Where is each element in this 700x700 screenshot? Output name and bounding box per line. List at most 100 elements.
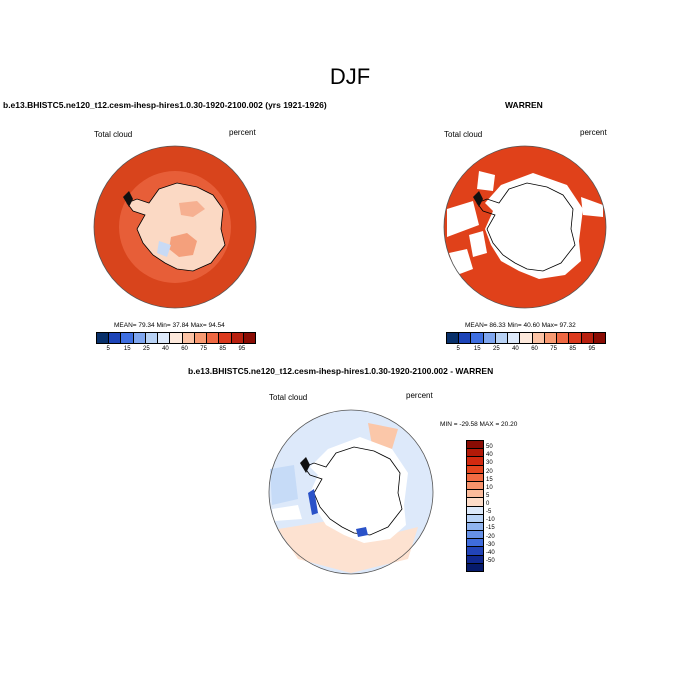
diff-colorbar-tick-label: -50 — [486, 557, 495, 564]
obs-map-border — [443, 145, 607, 309]
diff-colorbar-swatch — [467, 522, 483, 532]
diff-colorbar — [466, 440, 484, 572]
obs-colorbar-tick-label: 15 — [473, 346, 481, 352]
obs-missing-patch-west — [447, 201, 479, 237]
diff-positive-patch-north — [368, 423, 398, 449]
diff-colorbar-swatch — [467, 473, 483, 482]
model-colorbar-ticks: 5 15 25 40 60 75 85 95 — [96, 346, 254, 356]
diff-colorbar-swatch — [467, 506, 483, 515]
obs-colorbar-swatch — [447, 333, 460, 343]
diff-colorbar-swatch — [467, 555, 483, 564]
diff-colorbar-tick-label: 15 — [486, 476, 493, 483]
model-colorbar-tick-label: 25 — [143, 346, 150, 352]
obs-colorbar-tick-label: 95 — [588, 346, 596, 352]
diff-colorbar-tick-label: 0 — [486, 501, 490, 507]
diff-peninsula — [300, 457, 310, 473]
model-colorbar-tick-label: 60 — [181, 346, 188, 352]
diff-colorbar-swatch — [467, 539, 483, 548]
diff-colorbar-tick-label: 50 — [486, 444, 493, 451]
diff-colorbar-tick-label: 5 — [486, 492, 490, 499]
obs-colorbar-tick-label: 25 — [493, 346, 500, 352]
diff-colorbar-tick-label: -10 — [486, 517, 495, 524]
diff-colorbar-swatch — [467, 457, 483, 466]
diff-stats: MIN = -29.58 MAX = 20.20 — [440, 421, 518, 428]
obs-colorbar-swatch — [532, 333, 545, 343]
diff-colorbar-tick-label: 40 — [486, 452, 493, 459]
model-plateau-patch — [179, 201, 205, 217]
model-colorbar-tick-label: 85 — [219, 346, 227, 352]
model-colorbar-swatch — [121, 333, 134, 343]
model-colorbar-swatch — [170, 333, 183, 343]
obs-colorbar — [446, 332, 606, 344]
obs-colorbar-swatch — [593, 333, 606, 343]
diff-map-border — [268, 409, 434, 575]
model-colorbar-swatch — [109, 333, 122, 343]
diff-variable-label: Total cloud — [269, 393, 308, 402]
model-colorbar-swatch — [194, 333, 208, 343]
obs-no-data-interior — [485, 173, 583, 279]
model-colorbar-swatch — [97, 333, 110, 343]
diff-positive-region-south — [278, 521, 418, 573]
model-colorbar-tick-label: 5 — [106, 346, 110, 352]
antarctic-peninsula — [123, 191, 133, 207]
model-colorbar-tick-label: 15 — [123, 346, 131, 352]
diff-colorbar-tick-label: -5 — [486, 509, 492, 516]
diff-colorbar-swatch — [467, 498, 483, 507]
model-colorbar-swatch — [145, 333, 159, 343]
model-map-border — [93, 145, 257, 309]
model-interior-patch — [169, 233, 197, 257]
model-colorbar-swatch — [133, 333, 146, 343]
model-colorbar-swatch — [158, 333, 171, 343]
obs-stats: MEAN= 86.33 Min= 40.60 Max= 97.32 — [465, 322, 576, 329]
obs-peninsula — [473, 191, 483, 207]
diff-colorbar-tick-label: 30 — [486, 460, 493, 467]
diff-colorbar-ticks: 50 40 30 20 15 10 5 0 -5 -10 -15 -20 -30 -40 -50 — [486, 440, 516, 570]
obs-colorbar-swatch — [495, 333, 509, 343]
obs-colorbar-swatch — [459, 333, 472, 343]
diff-missing-patch — [272, 505, 302, 521]
model-colorbar-swatch — [231, 333, 244, 343]
diff-panel-title: b.e13.BHISTC5.ne120_t12.cesm-ihesp-hires… — [188, 366, 494, 376]
model-colorbar-tick-label: 75 — [200, 346, 207, 352]
model-colorbar-swatch — [182, 333, 195, 343]
diff-units-label: percent — [406, 391, 433, 400]
diff-colorbar-tick-label: 10 — [486, 484, 493, 491]
obs-missing-patch-ross — [469, 231, 487, 257]
diff-negative-patch-west — [270, 465, 298, 505]
model-colorbar-swatch — [207, 333, 220, 343]
diff-colorbar-swatch — [467, 514, 483, 523]
model-colorbar-swatch — [243, 333, 256, 343]
obs-polar-map — [443, 145, 607, 309]
diff-colorbar-swatch — [467, 441, 483, 450]
obs-colorbar-tick-label: 60 — [531, 346, 538, 352]
model-colorbar-tick-label: 40 — [162, 346, 169, 352]
diff-colorbar-tick-label: -40 — [486, 549, 495, 556]
model-stats: MEAN= 79.34 Min= 37.84 Max= 94.54 — [114, 322, 225, 329]
obs-units-label: percent — [580, 128, 607, 137]
obs-colorbar-swatch — [508, 333, 521, 343]
diff-no-data-interior — [310, 437, 408, 543]
figure-title: DJF — [329, 64, 371, 89]
diff-colorbar-tick-label: 20 — [486, 468, 493, 475]
diff-colorbar-tick-label: -30 — [486, 541, 495, 548]
obs-colorbar-swatch — [569, 333, 582, 343]
diff-colorbar-tick-label: -20 — [486, 533, 495, 540]
obs-colorbar-tick-label: 85 — [569, 346, 577, 352]
obs-colorbar-swatch — [483, 333, 496, 343]
model-colorbar-tick-label: 95 — [238, 346, 246, 352]
model-low-cloud-patch — [157, 241, 171, 257]
obs-colorbar-ticks: 5 15 25 40 60 75 85 95 — [446, 346, 604, 356]
diff-colorbar-swatch — [467, 547, 483, 556]
model-polar-map — [93, 145, 257, 309]
obs-colorbar-tick-label: 75 — [550, 346, 557, 352]
obs-colorbar-swatch — [581, 333, 594, 343]
diff-colorbar-swatch — [467, 563, 483, 571]
diff-strong-negative-ross — [308, 489, 318, 515]
diff-colorbar-swatch — [467, 465, 483, 474]
model-panel-title: b.e13.BHISTC5.ne120_t12.cesm-ihesp-hires… — [3, 100, 327, 110]
model-colorbar-swatch — [219, 333, 232, 343]
obs-colorbar-swatch — [520, 333, 533, 343]
obs-colorbar-swatch — [544, 333, 558, 343]
diff-colorbar-swatch — [467, 481, 483, 491]
diff-colorbar-swatch — [467, 490, 483, 499]
